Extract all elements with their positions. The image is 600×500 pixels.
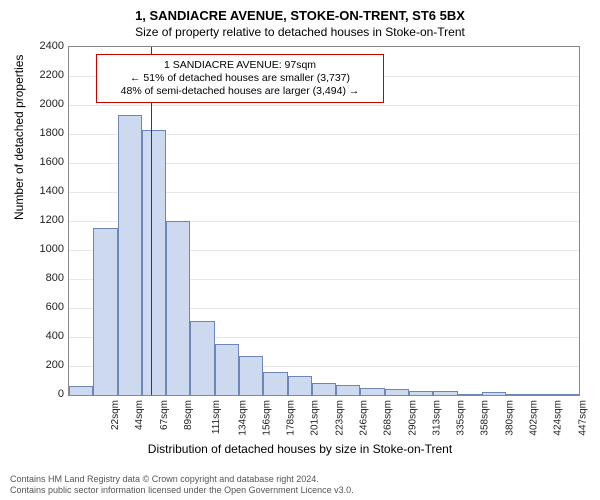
histogram-bar	[530, 394, 554, 395]
histogram-bar	[336, 385, 360, 395]
ytick-label: 1800	[24, 127, 64, 139]
xtick-label: 246sqm	[359, 400, 370, 436]
ytick-label: 2200	[24, 69, 64, 81]
footer-line1: Contains HM Land Registry data © Crown c…	[10, 474, 354, 485]
xtick-label: 290sqm	[407, 400, 418, 436]
xtick-label: 268sqm	[383, 400, 394, 436]
chart-title-sub: Size of property relative to detached ho…	[0, 23, 600, 43]
ytick-label: 1000	[24, 243, 64, 255]
ytick-label: 0	[24, 388, 64, 400]
ytick-label: 200	[24, 359, 64, 371]
xtick-label: 223sqm	[334, 400, 345, 436]
xtick-label: 402sqm	[529, 400, 540, 436]
ytick-label: 1600	[24, 156, 64, 168]
histogram-bar	[360, 388, 384, 395]
ytick-label: 2000	[24, 98, 64, 110]
xtick-label: 67sqm	[159, 400, 170, 430]
xtick-label: 447sqm	[577, 400, 588, 436]
xtick-label: 134sqm	[237, 400, 248, 436]
chart-container: 1, SANDIACRE AVENUE, STOKE-ON-TRENT, ST6…	[0, 0, 600, 500]
histogram-bar	[142, 130, 166, 395]
xtick-label: 201sqm	[310, 400, 321, 436]
xtick-label: 313sqm	[431, 400, 442, 436]
xtick-label: 424sqm	[553, 400, 564, 436]
histogram-bar	[166, 221, 190, 395]
xtick-label: 335sqm	[456, 400, 467, 436]
histogram-bar	[215, 344, 239, 395]
xtick-label: 358sqm	[480, 400, 491, 436]
histogram-bar	[409, 391, 433, 395]
histogram-bar	[555, 394, 579, 395]
histogram-bar	[482, 392, 506, 395]
footer-attribution: Contains HM Land Registry data © Crown c…	[10, 474, 354, 496]
histogram-bar	[288, 376, 312, 395]
histogram-bar	[190, 321, 214, 395]
histogram-bar	[93, 228, 117, 395]
ytick-label: 2400	[24, 40, 64, 52]
chart-title-main: 1, SANDIACRE AVENUE, STOKE-ON-TRENT, ST6…	[0, 0, 600, 23]
xtick-label: 22sqm	[110, 400, 121, 430]
histogram-bar	[433, 391, 457, 395]
ytick-label: 800	[24, 272, 64, 284]
xtick-label: 89sqm	[183, 400, 194, 430]
annotation-line1: 1 SANDIACRE AVENUE: 97sqm	[105, 59, 375, 72]
histogram-bar	[239, 356, 263, 395]
xtick-label: 111sqm	[211, 400, 222, 434]
histogram-bar	[458, 394, 482, 395]
x-axis-label: Distribution of detached houses by size …	[0, 442, 600, 456]
histogram-bar	[312, 383, 336, 395]
histogram-bar	[118, 115, 142, 395]
annotation-line2: ← 51% of detached houses are smaller (3,…	[105, 72, 375, 85]
annotation-box: 1 SANDIACRE AVENUE: 97sqm← 51% of detach…	[96, 54, 384, 103]
xtick-label: 380sqm	[504, 400, 515, 436]
histogram-bar	[385, 389, 409, 395]
xtick-label: 156sqm	[261, 400, 272, 436]
ytick-label: 400	[24, 330, 64, 342]
ytick-label: 1200	[24, 214, 64, 226]
histogram-bar	[506, 394, 530, 395]
ytick-label: 1400	[24, 185, 64, 197]
xtick-label: 178sqm	[286, 400, 297, 436]
ytick-label: 600	[24, 301, 64, 313]
histogram-bar	[69, 386, 93, 395]
gridline	[69, 105, 579, 106]
xtick-label: 44sqm	[134, 400, 145, 430]
histogram-bar	[263, 372, 287, 395]
footer-line2: Contains public sector information licen…	[10, 485, 354, 496]
annotation-line3: 48% of semi-detached houses are larger (…	[105, 85, 375, 98]
